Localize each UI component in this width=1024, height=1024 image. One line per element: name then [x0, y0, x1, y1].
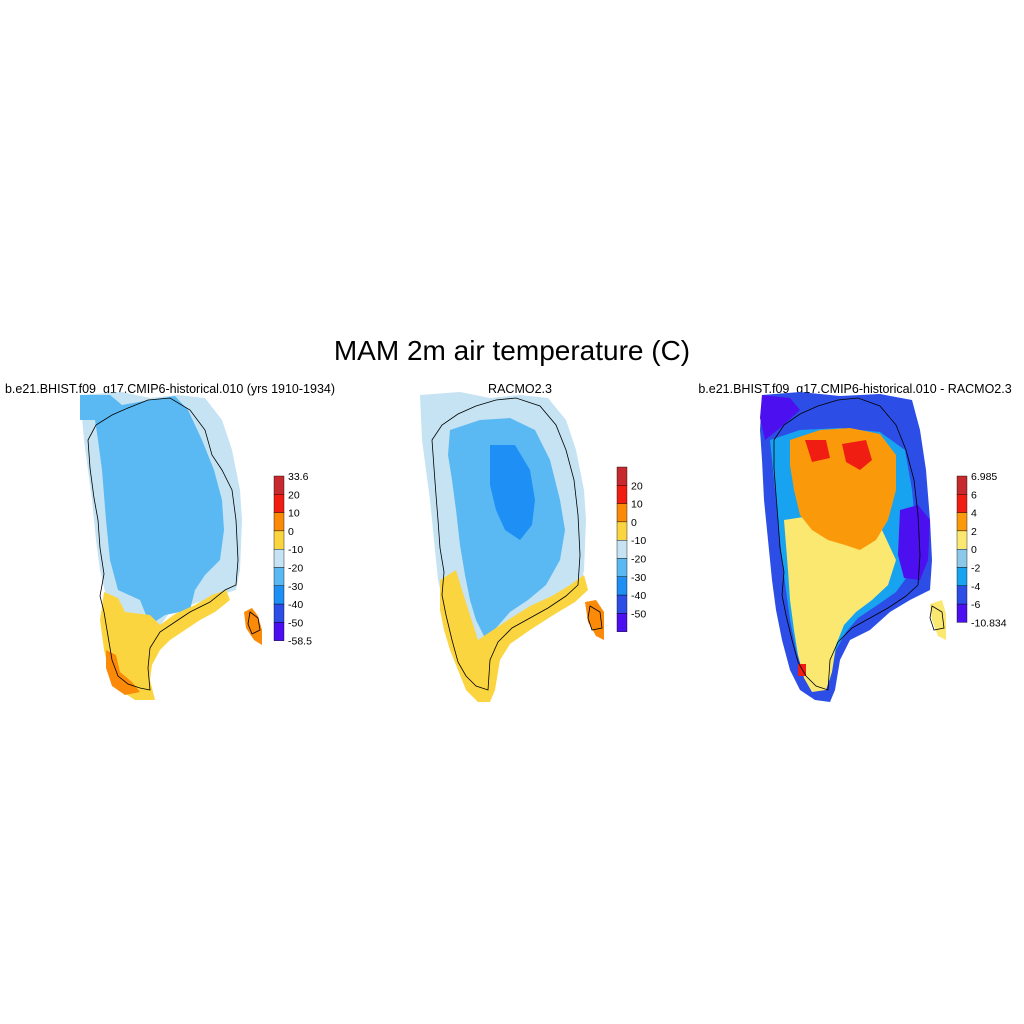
colorbar-label: -40	[288, 599, 303, 611]
colorbar-swatch	[273, 475, 285, 495]
colorbar-swatch	[616, 576, 628, 596]
colorbar-label: 6	[971, 489, 977, 501]
colorbar-swatch	[616, 540, 628, 559]
colorbar-swatch	[616, 558, 628, 577]
colorbar-swatch	[273, 512, 285, 532]
panel-3-title: b.e21.BHIST.f09_g17.CMIP6-historical.010…	[698, 382, 1012, 396]
colorbar-label: -2	[971, 563, 980, 575]
panel-2-map	[420, 392, 604, 702]
colorbar-swatch	[273, 603, 285, 623]
panel-1-colorbar: 33.6 20 10 0 -10 -20 -30 -40 -50 -58.5	[273, 471, 312, 648]
colorbar-label: 20	[631, 480, 643, 492]
colorbar-swatch	[616, 503, 628, 523]
colorbar-swatch	[616, 594, 628, 614]
panel-2-field-0	[440, 570, 588, 702]
colorbar-swatch	[956, 603, 968, 623]
panel-3-coastline-east-island	[929, 605, 945, 631]
panel-2-field-minus30	[490, 445, 535, 540]
panel-1-coastline-east-island	[247, 611, 261, 635]
panel-1-field-minus10	[100, 590, 230, 700]
colorbar-label: -10	[288, 544, 303, 556]
colorbar-swatch	[616, 466, 628, 486]
colorbar-swatch	[956, 549, 968, 568]
colorbar-swatch	[616, 521, 628, 541]
panel-3-field-2	[784, 516, 896, 692]
colorbar-swatch	[956, 530, 968, 550]
colorbar-swatch	[956, 567, 968, 586]
colorbar-label: -6	[971, 599, 980, 611]
colorbar-swatch	[956, 585, 968, 605]
panel-1-map	[80, 392, 262, 700]
colorbar-label: -50	[631, 608, 646, 620]
colorbar-swatch	[956, 512, 968, 532]
colorbar-label: -30	[631, 572, 646, 584]
panel-3-field-minus6-north	[760, 395, 800, 440]
colorbar-label: -58.5	[288, 636, 312, 648]
colorbar-swatch	[616, 485, 628, 504]
panel-2-colorbar: 20 10 0 -10 -20 -30 -40 -50	[616, 466, 646, 632]
colorbar-swatch	[273, 567, 285, 586]
colorbar-swatch	[273, 549, 285, 568]
panel-3-map	[760, 392, 946, 702]
colorbar-swatch	[273, 530, 285, 550]
colorbar-swatch	[273, 585, 285, 605]
colorbar-swatch	[956, 475, 968, 495]
colorbar-label: -30	[288, 581, 303, 593]
colorbar-label: 6.985	[971, 471, 997, 483]
colorbar-label: -20	[631, 554, 646, 566]
colorbar-label: 10	[288, 508, 300, 520]
colorbar-swatch	[616, 613, 628, 632]
panel-2-coastline	[431, 397, 581, 691]
panel-3-colorbar: 6.985 6 4 2 0 -2 -4 -6 -10.834	[956, 471, 1007, 629]
panel-1-field-minus30	[80, 395, 224, 625]
colorbar-label: 10	[631, 499, 643, 511]
panel-3-coastline	[773, 397, 921, 691]
colorbar-label: -20	[288, 563, 303, 575]
panel-2-title: RACMO2.3	[488, 382, 552, 396]
colorbar-label: 2	[971, 526, 977, 538]
colorbar-label: 0	[288, 526, 294, 538]
panel-2-coastline-east-island	[587, 605, 603, 631]
colorbar-label: -50	[288, 617, 303, 629]
colorbar-swatch	[273, 622, 285, 641]
panel-2-field-10	[585, 600, 604, 640]
panel-1-field-0	[106, 650, 140, 695]
colorbar-label: -10.834	[971, 617, 1007, 629]
colorbar-label: 20	[288, 489, 300, 501]
colorbar-label: 33.6	[288, 471, 309, 483]
colorbar-label: -40	[631, 590, 646, 602]
panel-1-title: b.e21.BHIST.f09_g17.CMIP6-historical.010…	[4, 382, 336, 396]
colorbar-label: -10	[631, 535, 646, 547]
colorbar-swatch	[956, 494, 968, 513]
colorbar-label: 0	[971, 544, 977, 556]
panel-1-coastline	[87, 397, 239, 691]
colorbar-label: 0	[631, 517, 637, 529]
colorbar-label: 4	[971, 508, 977, 520]
panel-3-field-minus6-east	[898, 505, 930, 580]
panel-3-field-east-island	[930, 600, 946, 640]
colorbar-label: -4	[971, 581, 980, 593]
colorbar-swatch	[273, 494, 285, 513]
panel-3-field-6	[805, 440, 872, 470]
main-title: MAM 2m air temperature (C)	[333, 335, 691, 366]
